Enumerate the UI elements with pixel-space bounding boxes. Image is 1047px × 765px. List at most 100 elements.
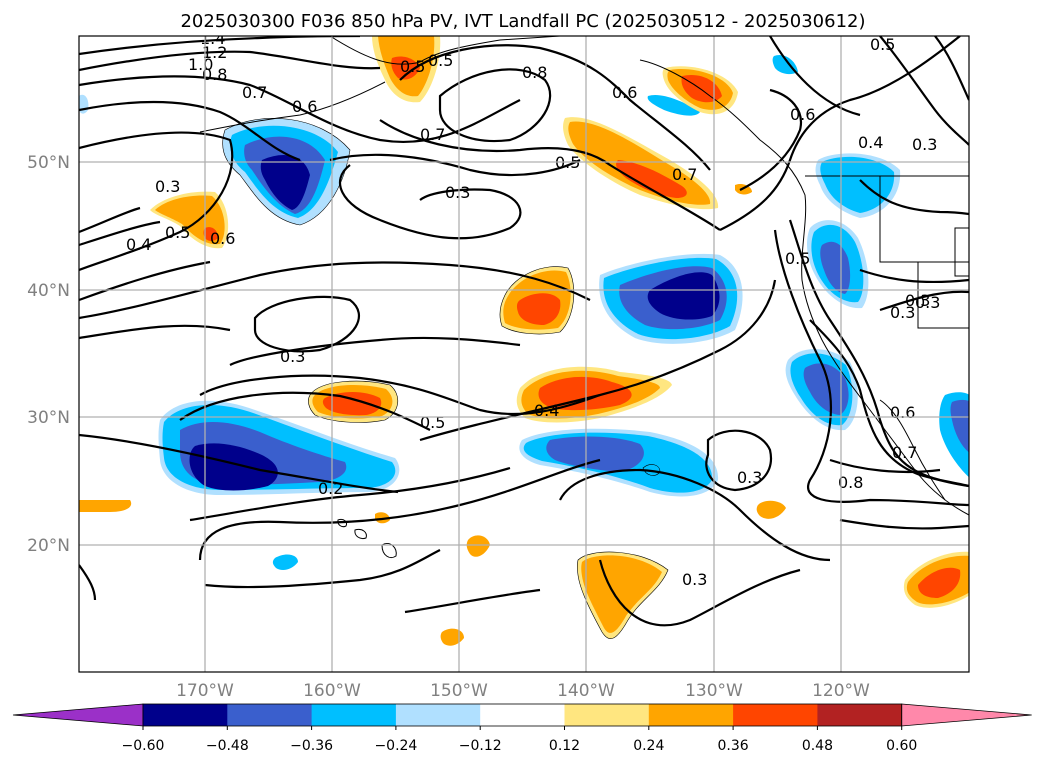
contour-line: [399, 44, 711, 171]
colorbar-tick-label: −0.12: [459, 738, 502, 754]
contour-line: [79, 260, 211, 302]
lat-labels: 50°N 40°N 30°N 20°N: [27, 153, 70, 556]
colorbar-tick-label: −0.60: [122, 738, 165, 754]
lon-label: 150°W: [430, 681, 488, 701]
contour-line: [839, 518, 969, 530]
contour-label: 0.5: [870, 35, 895, 54]
contour-line: [773, 229, 969, 507]
contour-label: 0.6: [210, 229, 235, 248]
contour-label: 0.3: [682, 570, 707, 589]
contour-line: [934, 36, 969, 101]
contour-line: [79, 75, 521, 144]
pos-anomaly-small-1: [79, 500, 132, 512]
contour-label: 1.4: [200, 29, 225, 48]
contour-line: [739, 88, 803, 191]
contour-line: [79, 100, 301, 162]
pos-anomaly-south-mid: [581, 555, 662, 633]
figure-title: 2025030300 F036 850 hPa PV, IVT Landfall…: [180, 11, 865, 32]
lon-label: 130°W: [685, 681, 743, 701]
colorbar-frame: [142, 703, 903, 727]
contour-line: [189, 466, 511, 522]
outline: [576, 551, 669, 639]
contour-label: 0.5: [165, 223, 190, 242]
contour-label: 1.2: [202, 43, 227, 62]
contour-line: [859, 268, 969, 284]
coastline-baja: [879, 399, 946, 501]
neg-anomaly-east-edge-strong: [950, 399, 969, 453]
border-state: [879, 176, 969, 263]
colorbar-tick-label: 0.12: [549, 738, 580, 754]
coastline-alaska: [329, 36, 561, 65]
contour-line: [809, 319, 969, 488]
contour-label: 0.3: [915, 293, 940, 312]
lat-label: 40°N: [27, 281, 70, 301]
ivt-contours: [79, 36, 969, 627]
colorbar-segment: [733, 704, 818, 726]
gridlines: [79, 36, 969, 672]
colorbar-tick-label: 0.48: [802, 738, 833, 754]
neg-anomaly-small-3: [647, 94, 700, 116]
colorbar-segment: [648, 704, 734, 726]
contour-line: [79, 324, 231, 340]
outline: [642, 464, 661, 476]
contour-line: [438, 68, 552, 143]
coastlines: [199, 36, 969, 559]
map-frame: [78, 35, 970, 673]
coastline-northwest: [639, 59, 969, 516]
colorbar-segment: [311, 704, 397, 726]
colorbar: −0.60 −0.48 −0.36 −0.24 −0.12 0.12 0.24 0.36 0.4…: [12, 703, 1032, 754]
neg-anomaly-small-2: [772, 54, 798, 75]
contour-line: [769, 36, 861, 117]
colorbar-segment: [817, 704, 903, 726]
contour-line: [598, 559, 801, 627]
contour-line: [253, 295, 361, 353]
contour-line: [329, 153, 581, 177]
pos-anomaly-west-strong: [203, 227, 218, 241]
contour-labels: 1.4 1.2 1.0 0.8 0.7 0.6 0.5 0.8 0.6 0.5 …: [126, 29, 940, 589]
lat-label: 20°N: [27, 536, 70, 556]
contour-label: 0.3: [912, 135, 937, 154]
contour-label: 0.8: [202, 65, 227, 84]
outline: [222, 118, 351, 226]
contour-label: 0.7: [672, 165, 697, 184]
contour-line: [204, 549, 441, 589]
pos-anomaly-small-4: [440, 628, 464, 646]
contour-line: [199, 374, 601, 416]
contour-label: 0.8: [522, 63, 547, 82]
contour-label: 0.3: [890, 303, 915, 322]
pos-anomaly-central-north-strong: [516, 293, 561, 325]
contour-label: 1.0: [188, 55, 213, 74]
coastline-aleutians: [199, 81, 386, 133]
contour-label: 0.5: [420, 413, 445, 432]
colorbar-tick-label: −0.24: [374, 738, 417, 754]
contour-label: 0.6: [790, 105, 815, 124]
contour-label: 0.6: [612, 83, 637, 102]
contour-label: 0.3: [155, 177, 180, 196]
lon-label: 170°W: [176, 681, 234, 701]
contour-line: [79, 50, 381, 72]
contour-line: [879, 36, 969, 146]
neg-anomaly-east-subtropical-strong: [546, 436, 644, 472]
colorbar-tick-label: −0.36: [290, 738, 333, 754]
neg-anomaly-central-max: [647, 272, 720, 320]
lat-label: 30°N: [27, 408, 70, 428]
contour-label: 0.5: [428, 51, 453, 70]
contour-label: 0.7: [420, 125, 445, 144]
contour-line: [419, 279, 777, 442]
neg-anomaly-small-1: [272, 554, 298, 570]
contour-line: [79, 131, 234, 272]
contour-label: 0.8: [838, 473, 863, 492]
colorbar-segment: [395, 704, 481, 726]
pos-anomaly-small-6: [375, 512, 390, 524]
colorbar-segment: [143, 704, 228, 726]
contour-line: [229, 336, 521, 366]
contour-line: [719, 36, 961, 231]
contour-line: [879, 290, 969, 312]
contour-label: 0.4: [534, 401, 559, 420]
contour-line: [859, 179, 969, 216]
contour-label: 0.6: [292, 97, 317, 116]
colorbar-extend-low: [12, 703, 144, 727]
border-state-3: [954, 227, 969, 277]
contour-line: [179, 391, 431, 431]
